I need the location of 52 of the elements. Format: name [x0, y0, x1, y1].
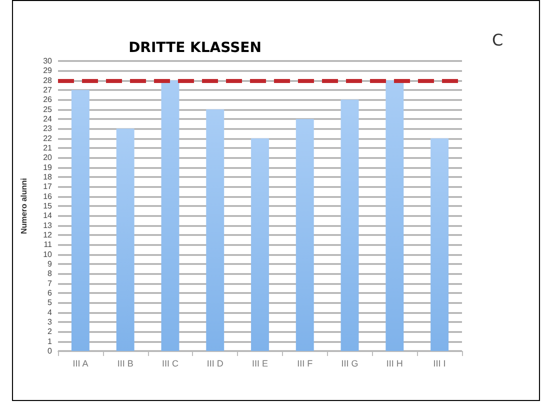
- y-tick-label: 6: [48, 288, 53, 298]
- y-tick-label: 20: [43, 153, 53, 162]
- x-tick-label: III G: [341, 358, 358, 368]
- x-tick-label: III B: [117, 358, 134, 368]
- y-tick-label: 21: [43, 144, 53, 152]
- y-tick-label: 5: [48, 298, 53, 308]
- y-tick-label: 12: [43, 230, 53, 240]
- y-tick-label: 2: [48, 327, 53, 336]
- bar: [161, 80, 180, 351]
- x-tick-label: III A: [72, 358, 88, 368]
- y-tick-label: 17: [43, 182, 53, 192]
- y-tick-label: 0: [48, 346, 53, 356]
- y-tick-label: 11: [44, 240, 53, 250]
- y-axis-title: Numero alunni: [20, 178, 28, 234]
- bar: [296, 119, 314, 351]
- bar: [340, 100, 359, 351]
- y-tick-label: 3: [48, 318, 53, 326]
- y-tick-label: 14: [43, 211, 53, 220]
- bar: [206, 109, 224, 351]
- y-tick-label: 27: [43, 86, 53, 94]
- chart-title: DRITTE KLASSEN: [128, 40, 262, 56]
- y-tick-label: 24: [43, 114, 53, 124]
- bar: [386, 80, 404, 351]
- y-tick-label: 15: [43, 202, 53, 210]
- x-tick-label: III H: [386, 358, 403, 368]
- bar: [71, 90, 90, 351]
- text: C: [492, 30, 504, 50]
- bar: [116, 128, 134, 351]
- bar: [430, 138, 449, 351]
- x-tick-label: III I: [433, 358, 446, 368]
- y-tick-label: 1: [48, 336, 53, 346]
- y-tick-label: 28: [43, 76, 53, 85]
- y-tick-label: 18: [43, 172, 53, 182]
- y-tick-label: 4: [48, 308, 53, 317]
- y-tick-label: 8: [48, 269, 53, 278]
- y-tick-label: 10: [43, 250, 53, 259]
- y-tick-label: 9: [48, 260, 53, 268]
- y-tick-label: 29: [43, 66, 53, 76]
- x-tick-label: III F: [297, 358, 314, 368]
- y-tick-label: 16: [43, 192, 53, 201]
- y-tick-label: 13: [43, 220, 53, 230]
- y-tick-label: 30: [43, 56, 53, 66]
- bar: [251, 138, 269, 351]
- y-tick-label: 19: [43, 162, 53, 172]
- x-tick-label: III E: [252, 358, 268, 368]
- x-tick-label: III C: [162, 358, 179, 368]
- y-tick-label: 25: [43, 104, 53, 114]
- y-tick-label: 23: [43, 124, 53, 134]
- y-tick-label: 22: [43, 134, 53, 143]
- x-tick-label: III D: [206, 358, 224, 368]
- y-tick-label: 26: [43, 95, 53, 104]
- y-tick-label: 7: [48, 278, 53, 288]
